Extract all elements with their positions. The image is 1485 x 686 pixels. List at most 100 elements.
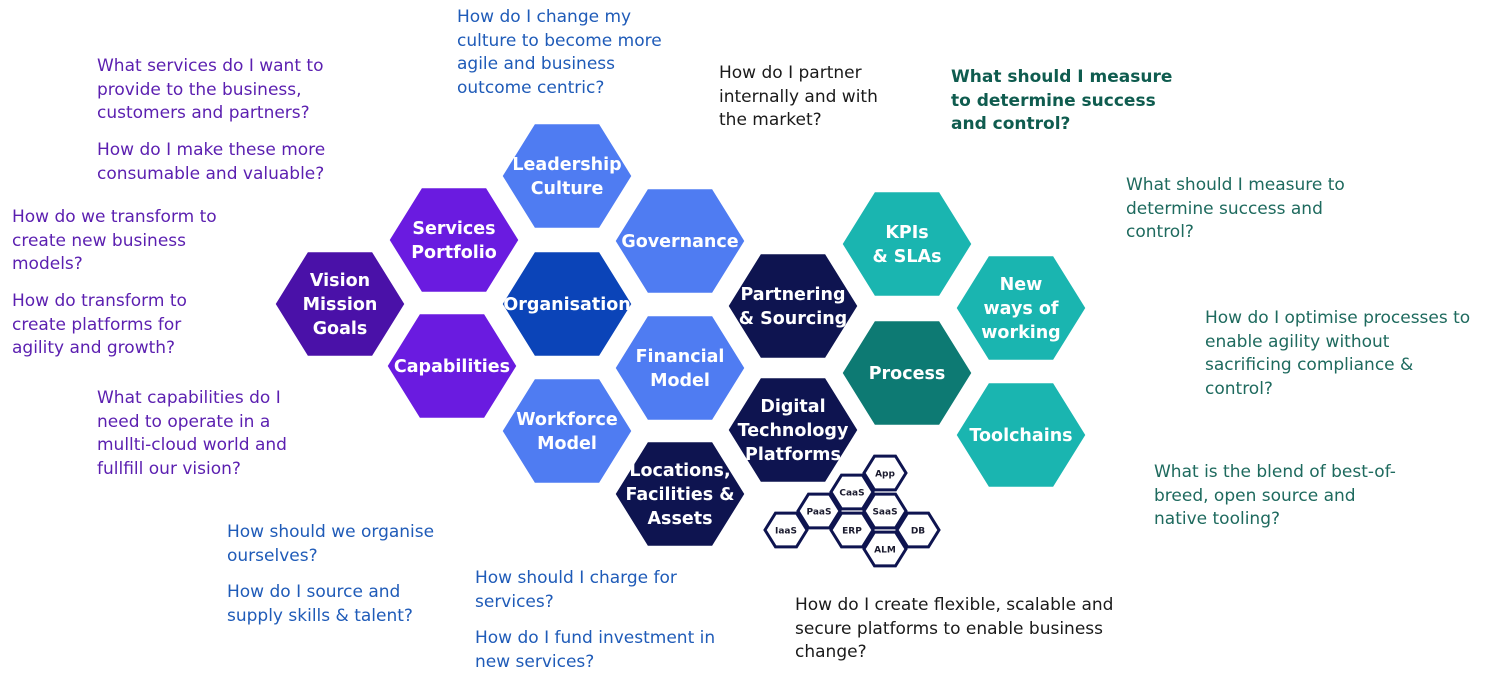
question-charge: How should I charge for services? [475,568,677,612]
mini-hex-caas-shape [829,473,875,511]
hex-partnering-label: Partnering [740,285,845,305]
hex-digital-platforms: Digital Technology Platforms [725,375,861,485]
question-consumable: How do I make these more consumable and … [97,140,326,184]
question-services: What services do I want to provide to th… [97,56,324,123]
hex-financial-model: Financial Model [612,313,748,423]
hex-new-ways: New ways of working [953,253,1089,363]
hex-governance-label: Governance [621,232,738,252]
hex-organisation-shape [499,249,635,359]
hex-locations: Locations, Facilities & Assets [612,439,748,549]
mini-hex-saas-label: SaaS [872,508,897,518]
hex-process-label: Process [869,364,946,384]
hex-vision-shape [272,249,408,359]
hex-new-ways-label: working [981,323,1060,343]
mini-hex-alm-shape [862,530,908,568]
hex-workforce-model: Workforce Model [499,376,635,486]
question-platforms: How do I create flexible, scalable and s… [795,595,1114,662]
question-organise: How should we organise ourselves? [227,522,435,566]
hex-kpis-shape [839,189,975,299]
hex-financial-model-label: Model [650,371,710,391]
hex-organisation-label: Organisation [503,295,630,315]
hex-leadership-culture: Leadership Culture [499,121,635,231]
hex-locations-label: Assets [647,509,712,529]
question-partner: How do I partner internally and with the… [719,63,878,130]
platform-mini-hexagons: App CaaS PaaS SaaS IaaS ERP DB ALM [763,454,941,568]
hex-workforce-model-shape [499,376,635,486]
hex-leadership-culture-shape [499,121,635,231]
mini-hex-saas: SaaS [862,492,908,530]
hex-process-shape [839,318,975,428]
hex-new-ways-shape [953,253,1089,363]
question-fund: How do I fund investment in new services… [475,628,716,672]
mini-hex-paas-shape [796,492,842,530]
hex-financial-model-shape [612,313,748,423]
hex-capabilities-label: Capabilities [394,357,510,377]
mini-hex-app: App [862,454,908,492]
mini-hex-app-shape [862,454,908,492]
question-transform-platforms: How do transform to create platforms for… [12,291,187,358]
hex-governance-shape [612,186,748,296]
question-optimise: How do I optimise processes to enable ag… [1205,308,1471,399]
hex-services-portfolio-shape [386,185,522,295]
mini-hex-iaas: IaaS [763,511,809,549]
mini-hex-caas: CaaS [829,473,875,511]
mini-hex-iaas-shape [763,511,809,549]
hex-vision-label: Goals [313,319,368,339]
hex-locations-label: Facilities & [625,485,734,505]
question-measure: What should I measure to determine succe… [1126,175,1345,242]
hex-capabilities: Capabilities [384,311,520,421]
hex-locations-label: Locations, [629,461,730,481]
hex-workforce-model-label: Workforce [516,410,618,430]
mini-hex-alm-label: ALM [874,546,896,556]
mini-hex-db-label: DB [911,527,925,537]
hex-digital-platforms-label: Platforms [745,445,841,465]
hex-vision-label: Mission [303,295,378,315]
hex-kpis: KPIs & SLAs [839,189,975,299]
hex-leadership-culture-label: Culture [531,179,604,199]
hex-kpis-label: KPIs [885,223,928,243]
hex-vision: Vision Mission Goals [272,249,408,359]
hex-locations-shape [612,439,748,549]
mini-hex-erp-label: ERP [842,527,862,537]
hex-services-portfolio: Services Portfolio [386,185,522,295]
mini-hex-saas-shape [862,492,908,530]
mini-hex-iaas-label: IaaS [775,527,797,537]
hex-governance: Governance [612,186,748,296]
hex-digital-platforms-label: Digital [760,397,825,417]
hex-kpis-label: & SLAs [872,247,941,267]
mini-hex-app-label: App [875,470,895,480]
question-blend: What is the blend of best-of- breed, ope… [1154,462,1396,529]
hex-capabilities-shape [384,311,520,421]
hex-organisation: Organisation [499,249,635,359]
hex-partnering-label: & Sourcing [739,309,847,329]
question-culture: How do I change my culture to become mor… [457,7,662,98]
hex-new-ways-label: New [1000,275,1043,295]
mini-hex-caas-label: CaaS [839,489,864,499]
hex-workforce-model-label: Model [537,434,597,454]
hexagon-layer: Vision Mission Goals Services Portfolio Capab… [272,121,1089,549]
hex-leadership-culture-label: Leadership [512,155,621,175]
question-transform-models: How do we transform to create new busine… [12,207,217,274]
hex-digital-platforms-label: Technology [738,421,849,441]
mini-hex-alm: ALM [862,530,908,568]
hex-toolchains-shape [953,380,1089,490]
hex-services-portfolio-label: Portfolio [411,243,497,263]
question-source: How do I source and supply skills & tale… [227,582,413,626]
mini-hex-erp-shape [829,511,875,549]
hex-process: Process [839,318,975,428]
hex-toolchains: Toolchains [953,380,1089,490]
hex-toolchains-label: Toolchains [969,426,1072,446]
hex-partnering: Partnering & Sourcing [725,251,861,361]
question-capabilities: What capabilities do I need to operate i… [97,388,287,479]
hex-financial-model-label: Financial [636,347,725,367]
hex-digital-platforms-shape [725,375,861,485]
mini-hex-paas-label: PaaS [807,508,832,518]
question-measure-bold: What should I measure to determine succe… [951,67,1173,134]
hex-new-ways-label: ways of [984,299,1059,319]
hex-vision-label: Vision [310,271,370,291]
hex-services-portfolio-label: Services [412,219,495,239]
mini-hex-db-shape [895,511,941,549]
mini-hex-erp: ERP [829,511,875,549]
mini-hex-paas: PaaS [796,492,842,530]
